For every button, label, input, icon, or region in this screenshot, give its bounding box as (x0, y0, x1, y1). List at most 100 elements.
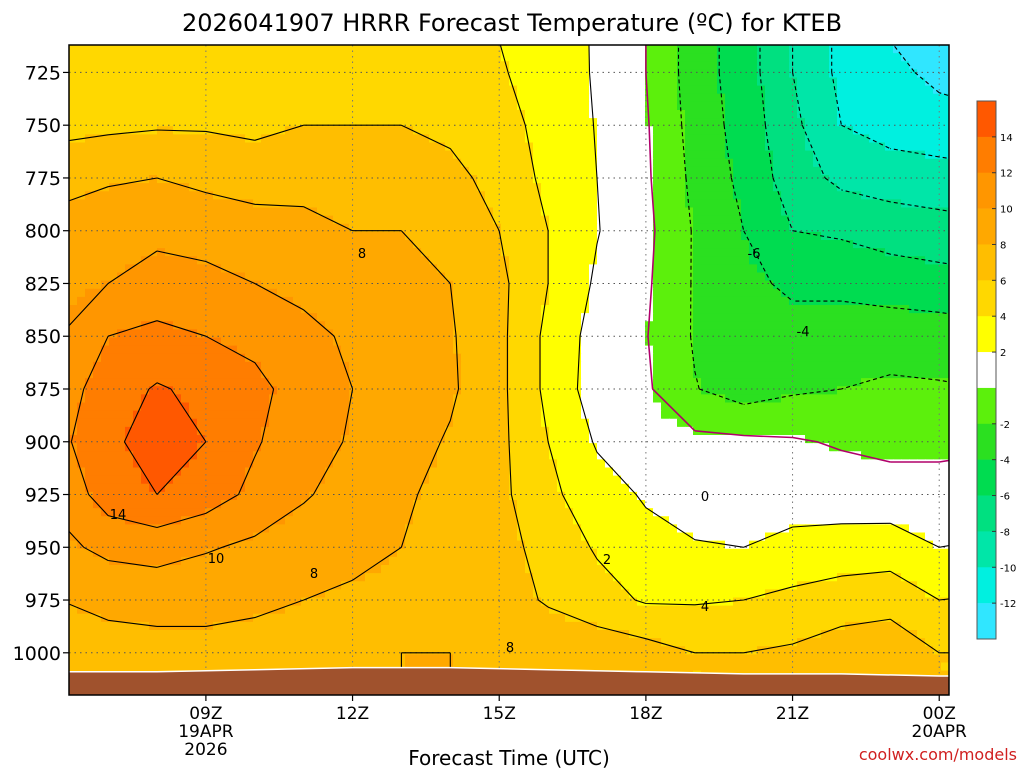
temperature-cell (133, 353, 142, 363)
temperature-cell (517, 77, 526, 87)
temperature-cell (237, 313, 246, 322)
temperature-cell (173, 223, 182, 233)
temperature-cell (781, 264, 790, 274)
temperature-cell (917, 126, 926, 135)
temperature-cell (557, 126, 566, 135)
temperature-cell (357, 223, 366, 233)
temperature-cell (389, 110, 398, 119)
temperature-cell (301, 345, 310, 355)
temperature-cell (157, 345, 166, 355)
temperature-cell (909, 231, 918, 241)
temperature-cell (477, 305, 486, 314)
temperature-cell (933, 321, 942, 330)
temperature-cell (669, 175, 678, 184)
temperature-cell (253, 118, 262, 127)
temperature-cell (837, 126, 846, 135)
temperature-cell (317, 134, 326, 144)
temperature-cell (173, 305, 182, 314)
temperature-cell (69, 150, 78, 160)
temperature-cell (541, 118, 550, 127)
temperature-cell (789, 215, 798, 225)
temperature-cell (853, 280, 862, 290)
temperature-cell (909, 215, 918, 225)
temperature-cell (941, 45, 949, 54)
temperature-cell (893, 248, 902, 257)
temperature-cell (117, 158, 126, 168)
temperature-cell (693, 402, 702, 412)
temperature-cell (901, 353, 910, 363)
temperature-cell (573, 126, 582, 135)
temperature-cell (821, 305, 830, 314)
temperature-cell (429, 150, 438, 160)
temperature-cell (301, 166, 310, 176)
temperature-cell (237, 378, 246, 387)
temperature-cell (645, 240, 654, 249)
temperature-cell (709, 370, 718, 379)
temperature-cell (373, 183, 382, 192)
temperature-cell (933, 394, 942, 404)
temperature-cell (429, 345, 438, 355)
temperature-cell (605, 191, 614, 200)
temperature-cell (725, 305, 734, 314)
temperature-cell (213, 296, 222, 306)
temperature-cell (309, 45, 318, 54)
temperature-cell (365, 61, 374, 70)
temperature-cell (869, 191, 878, 200)
temperature-cell (133, 101, 142, 111)
temperature-cell (421, 248, 430, 257)
temperature-cell (501, 53, 510, 62)
temperature-cell (869, 93, 878, 103)
temperature-cell (693, 353, 702, 363)
temperature-cell (173, 183, 182, 192)
temperature-cell (429, 272, 438, 282)
temperature-cell (589, 158, 598, 168)
temperature-cell (469, 110, 478, 119)
temperature-cell (837, 402, 846, 412)
temperature-cell (205, 93, 214, 103)
temperature-cell (829, 264, 838, 274)
temperature-cell (757, 158, 766, 168)
temperature-cell (205, 280, 214, 290)
temperature-cell (909, 296, 918, 306)
temperature-cell (101, 361, 110, 371)
temperature-cell (869, 110, 878, 119)
temperature-cell (645, 69, 654, 79)
temperature-cell (525, 126, 534, 135)
temperature-cell (589, 402, 598, 412)
temperature-cell (701, 118, 710, 127)
temperature-cell (317, 240, 326, 249)
temperature-cell (877, 231, 886, 241)
temperature-cell (109, 231, 118, 241)
temperature-cell (477, 126, 486, 135)
temperature-cell (861, 101, 870, 111)
temperature-cell (133, 61, 142, 70)
temperature-cell (693, 296, 702, 306)
temperature-cell (69, 101, 78, 111)
temperature-cell (637, 370, 646, 379)
temperature-cell (813, 240, 822, 249)
temperature-cell (941, 207, 949, 217)
temperature-cell (525, 166, 534, 176)
temperature-cell (381, 337, 390, 347)
temperature-cell (645, 272, 654, 282)
temperature-cell (189, 231, 198, 241)
temperature-cell (941, 231, 949, 241)
temperature-cell (309, 199, 318, 209)
temperature-cell (893, 288, 902, 298)
temperature-cell (349, 175, 358, 184)
temperature-cell (909, 370, 918, 379)
temperature-cell (909, 191, 918, 200)
temperature-cell (781, 166, 790, 176)
temperature-cell (661, 118, 670, 127)
temperature-cell (189, 394, 198, 404)
temperature-cell (629, 394, 638, 404)
temperature-cell (277, 215, 286, 225)
temperature-cell (277, 305, 286, 314)
temperature-cell (149, 77, 158, 87)
temperature-cell (909, 93, 918, 103)
temperature-cell (157, 199, 166, 209)
temperature-cell (317, 305, 326, 314)
temperature-cell (893, 240, 902, 249)
temperature-cell (125, 394, 134, 404)
temperature-cell (717, 256, 726, 265)
